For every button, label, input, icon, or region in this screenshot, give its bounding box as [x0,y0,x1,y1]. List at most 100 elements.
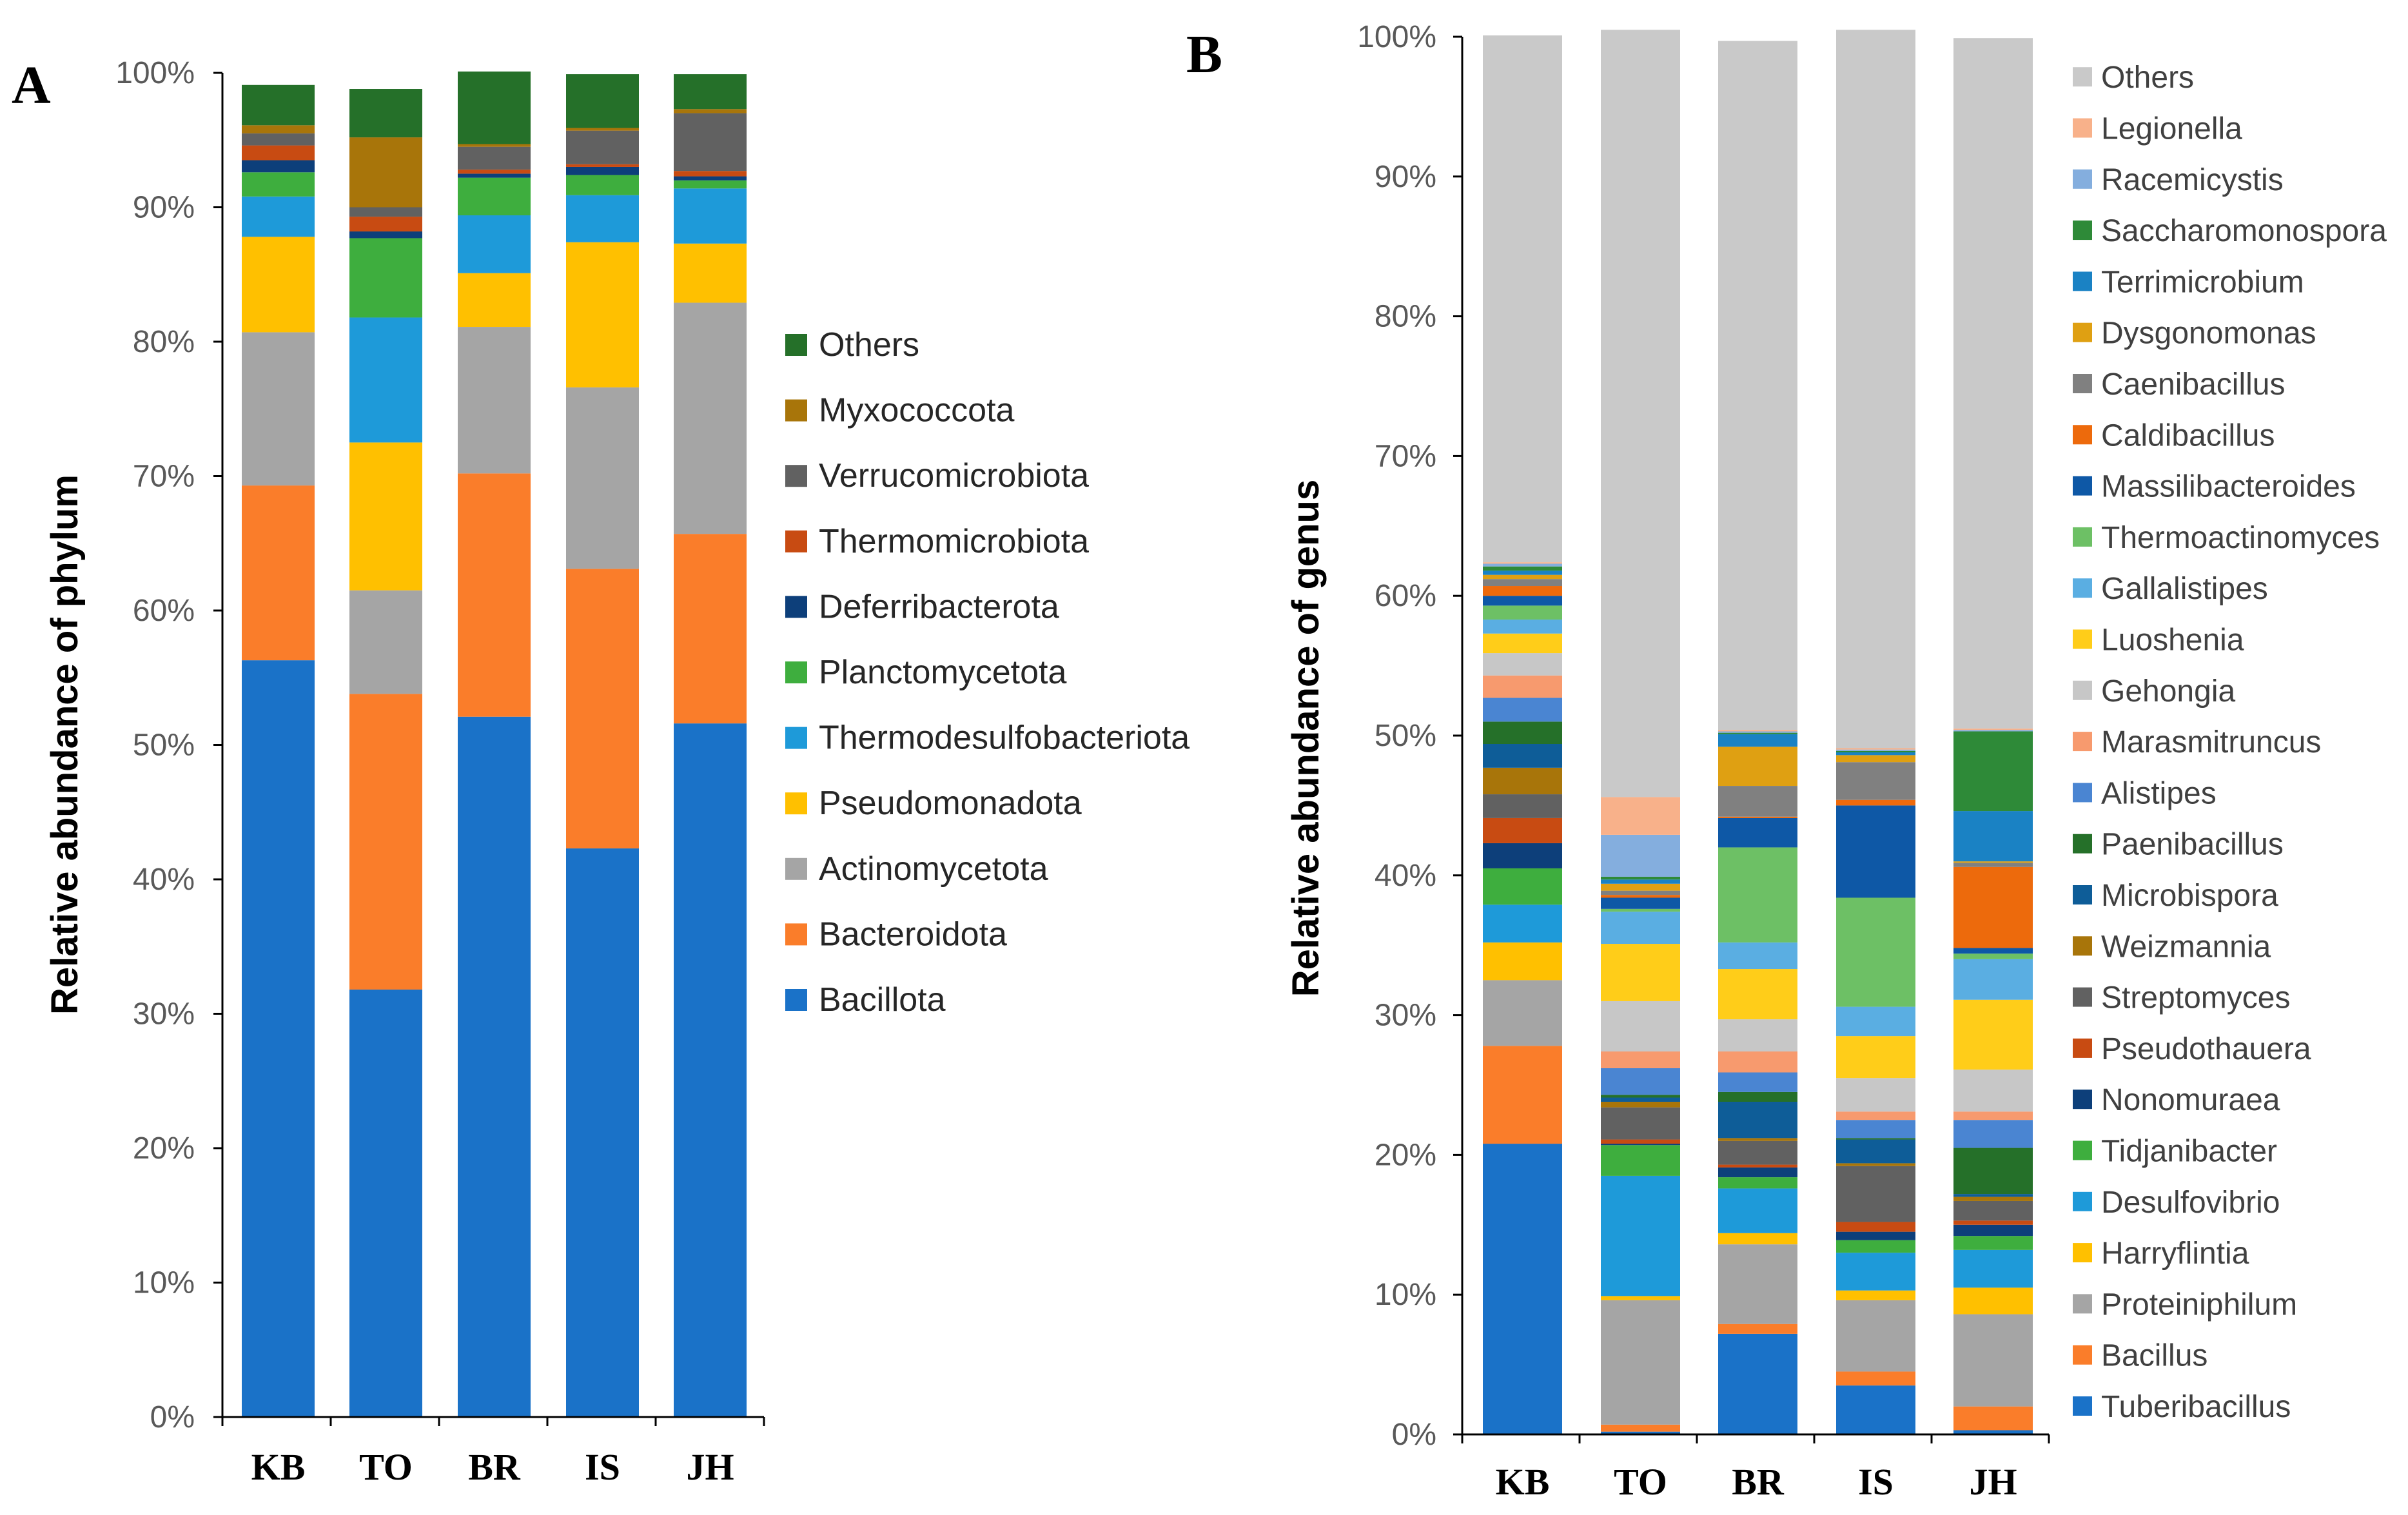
bar-segment-br-thermodesulfobacteriota [458,215,531,273]
bar-segment-is-saccharomonospora [1836,750,1915,753]
bar-segment-is-thermomicrobiota [566,164,639,167]
y-tick-label: 50% [1375,719,1436,753]
bar-segment-kb-gehongia [1483,653,1562,676]
legend-label-weizmannia: Weizmannia [2101,930,2271,964]
bar-segment-to-tuberibacillus [1601,1431,1680,1434]
legend-swatch-others [2073,67,2092,87]
legend-swatch-deferribacterota [785,596,807,618]
bar-segment-kb-microbispora [1483,744,1562,768]
bar-segment-is-verrucomicrobiota [566,130,639,164]
legend-swatch-harryflintia [2073,1243,2092,1263]
bar-segment-is-gehongia [1836,1078,1915,1112]
legend-label-massilibacteroides: Massilibacteroides [2101,470,2356,504]
bar-segment-jh-luoshenia [1953,999,2033,1070]
bar-segment-br-luoshenia [1718,969,1797,1020]
legend-label-marasmitruncus: Marasmitruncus [2101,725,2321,759]
bar-segment-br-tidjanibacter [1718,1177,1797,1189]
legend-swatch-myxococcota [785,399,807,422]
legend-swatch-paenibacillus [2073,834,2092,854]
bar-segment-jh-marasmitruncus [1953,1111,2033,1120]
x-tick-label-br: BR [468,1446,521,1488]
panel-b-letter: B [1186,24,1222,84]
legend-label-alistipes: Alistipes [2101,776,2217,810]
bar-segment-jh-gehongia [1953,1070,2033,1112]
bar-segment-kb-thermoactinomyces [1483,605,1562,620]
bar-segment-kb-pseudomonadota [242,237,315,333]
bar-segment-kb-desulfovibrio [1483,904,1562,943]
legend-label-others: Others [819,326,919,364]
x-tick-label-kb: KB [251,1446,306,1488]
bar-segment-br-myxococcota [458,144,531,147]
bar-segment-kb-luoshenia [1483,633,1562,654]
legend-label-microbispora: Microbispora [2101,879,2278,913]
bar-segment-jh-massilibacteroides [1953,948,2033,954]
bar-segment-to-gehongia [1601,1001,1680,1051]
y-tick-label: 50% [133,728,195,763]
panel-a-letter: A [12,55,51,115]
bar-segment-jh-proteiniphilum [1953,1314,2033,1407]
phylum-stacked-bar-chart: 0% 10% 20% 30% 40% 50% 60% 70% 80% 90% 100% KB TO BR I… [44,56,1189,1488]
y-tick-label: 70% [1375,439,1436,473]
bar-segment-to-pseudomonadota [349,442,422,591]
legend-label-verrucomicrobiota: Verrucomicrobiota [819,457,1089,494]
bar-segment-is-weizmannia [1836,1163,1915,1166]
x-tick-label-jh: JH [1969,1461,2017,1503]
bar-segment-br-caldibacillus [1718,816,1797,818]
bar-segment-kb-massilibacteroides [1483,596,1562,606]
legend-swatch-saccharomonospora [2073,220,2092,240]
y-tick-label: 40% [1375,859,1436,893]
bar-segment-br-others [1718,41,1797,730]
y-tick-label: 80% [133,325,195,359]
bar-segment-br-streptomyces [1718,1140,1797,1165]
legend-swatch-verrucomicrobiota [785,465,807,487]
bar-segment-kb-tidjanibacter [1483,868,1562,905]
legend-label-tuberibacillus: Tuberibacillus [2101,1390,2291,1424]
bar-segment-br-bacillus [1718,1324,1797,1334]
legend-label-deferribacterota: Deferribacterota [819,588,1059,625]
y-tick-label: 90% [1375,160,1436,194]
bar-segment-is-thermoactinomyces [1836,897,1915,1007]
genus-stacked-bar-chart: 0% 10% 20% 30% 40% 50% 60% 70% 80% 90% 100% KB TO BR I… [1285,20,2387,1503]
bar-segment-kb-actinomycetota [242,332,315,486]
bar-segment-to-desulfovibrio [1601,1175,1680,1296]
bar-segment-kb-tuberibacillus [1483,1144,1562,1434]
legend-swatch-dysgonomonas [2073,322,2092,342]
bar-segment-jh-deferribacterota [674,176,747,181]
legend-swatch-tuberibacillus [2073,1396,2092,1416]
x-tick-label-is: IS [585,1446,620,1488]
bar-segment-to-terrimicrobium [1601,879,1680,884]
bar-segment-is-desulfovibrio [1836,1253,1915,1291]
bar-segment-br-pseudomonadota [458,273,531,327]
bar-segment-kb-myxococcota [242,125,315,133]
legend-swatch-caldibacillus [2073,425,2092,445]
bar-segment-is-deferribacterota [566,166,639,175]
legend-swatch-tidjanibacter [2073,1140,2092,1160]
bar-segment-br-thermomicrobiota [458,170,531,174]
bar-segment-to-actinomycetota [349,590,422,694]
bar-segment-jh-thermomicrobiota [674,171,747,177]
legend-swatch-pseudomonadota [785,792,807,815]
bar-segment-to-massilibacteroides [1601,897,1680,909]
bar-segment-jh-racemicystis [1953,730,2033,732]
bar-segment-br-dysgonomonas [1718,747,1797,787]
legend-label-dysgonomonas: Dysgonomonas [2101,317,2316,351]
bar-segment-kb-others [242,84,315,126]
bar-segment-kb-bacillota [242,660,315,1417]
bar-segment-jh-weizmannia [1953,1197,2033,1201]
bar-segment-to-pseudothauera [1601,1139,1680,1144]
y-tick-label: 20% [1375,1138,1436,1172]
bar-segment-kb-bacteroidota [242,485,315,661]
y-tick-label: 80% [1375,300,1436,334]
y-axis-title: Relative abundance of phylum [44,474,86,1015]
bar-segment-is-massilibacteroides [1836,805,1915,898]
bar-segment-to-others [349,89,422,138]
bar-segment-jh-myxococcota [674,109,747,113]
bar-segment-is-racemicystis [1836,749,1915,751]
bar-segment-is-planctomycetota [566,175,639,195]
legend-label-saccharomonospora: Saccharomonospora [2101,214,2387,248]
legend-label-tidjanibacter: Tidjanibacter [2101,1135,2277,1169]
bar-segment-to-saccharomonospora [1601,876,1680,880]
legend-label-harryflintia: Harryflintia [2101,1236,2249,1271]
bar-segment-kb-marasmitruncus [1483,675,1562,698]
bar-segment-to-weizmannia [1601,1102,1680,1108]
